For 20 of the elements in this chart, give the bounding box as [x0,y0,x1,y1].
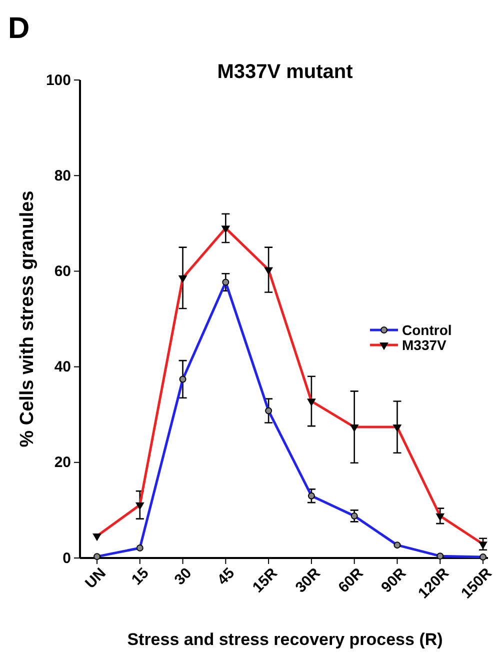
text: D [8,12,30,45]
x-tick-label: 15 [128,564,152,589]
legend-label: M337V [402,336,448,353]
x-tick-label: 15R [249,564,282,596]
y-tick-label: 0 [62,550,71,567]
y-tick-label: 20 [54,454,71,472]
x-tick-label: 30R [292,564,324,596]
y-tick-label: 80 [54,167,71,184]
x-tick-label: 30 [171,564,196,589]
y-axis-title: % Cells with stress granules [17,190,38,448]
x-axis-title: Stress and stress recovery process (R) [127,630,443,649]
legend-label: Control [402,322,452,338]
y-tick-label: 100 [46,72,71,89]
chart-title: M337V mutant [217,61,354,83]
x-tick-label: UN [82,564,110,592]
x-tick-label: 90R [378,564,410,596]
y-tick-label: 40 [54,358,71,376]
x-tick-label: 45 [214,564,238,589]
x-tick-label: 60R [335,564,367,596]
y-tick-label: 60 [54,263,71,280]
